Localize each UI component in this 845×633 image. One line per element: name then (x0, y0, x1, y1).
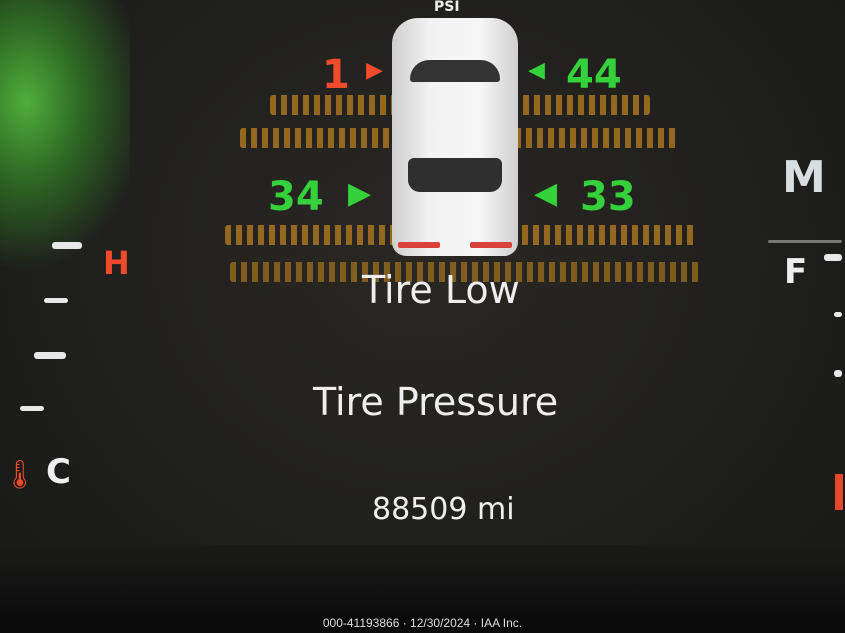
arrow-right-icon: ▶ (366, 58, 383, 83)
green-blur (0, 0, 130, 290)
screen-title: Tire Pressure (313, 380, 559, 424)
car-icon (392, 18, 518, 256)
gauge-tick (44, 298, 68, 303)
photo-caption: 000-41193866 · 12/30/2024 · IAA Inc. (0, 613, 845, 633)
gauge-tick (34, 352, 66, 359)
gauge-tick (20, 406, 44, 411)
tire-rear-left-value: 34 (268, 174, 324, 220)
fuel-full-label: F (784, 252, 808, 292)
gauge-tick (834, 370, 842, 377)
odometer: 88509 mi (372, 492, 515, 527)
dash-bezel (0, 545, 845, 613)
tire-status: Tire Low (362, 268, 520, 312)
arrow-right-icon: ▶ (348, 176, 372, 211)
coolant-temp-icon: 🌡 (2, 458, 38, 491)
tire-front-left-value: 1 (322, 52, 350, 98)
pressure-grid (230, 262, 700, 282)
gauge-tick (834, 312, 842, 317)
gauge-tick (52, 242, 82, 249)
unit-label: PSI (434, 0, 460, 15)
arrow-left-icon: ◀ (528, 58, 545, 83)
mode-label: M (782, 152, 826, 203)
temp-hot-label: H (103, 244, 130, 282)
temp-cold-label: C (46, 452, 71, 492)
gauge-tick (824, 254, 842, 261)
fuel-empty-label (835, 474, 843, 510)
gauge-divider (768, 240, 842, 243)
tire-rear-right-value: 33 (580, 174, 636, 220)
tire-front-right-value: 44 (566, 52, 622, 98)
arrow-left-icon: ◀ (534, 176, 558, 211)
